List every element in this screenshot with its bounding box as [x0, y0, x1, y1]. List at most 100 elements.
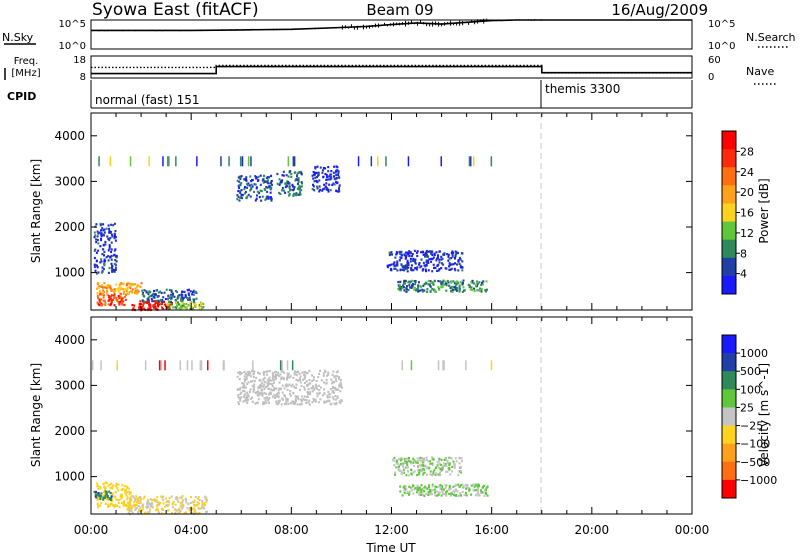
scatter-cell: [327, 371, 330, 374]
scatter-cell: [418, 493, 421, 496]
scatter-cell: [286, 376, 289, 379]
scatter-cell: [411, 253, 414, 256]
scatter-cell: [324, 369, 327, 372]
scatter-cell: [96, 287, 99, 290]
scatter-cell: [128, 290, 131, 293]
scatter-cell: [314, 166, 317, 169]
colorbar-tick-label: −100: [740, 438, 770, 451]
scatter-cell: [437, 280, 440, 283]
scatter-cell: [239, 177, 242, 180]
scatter-cell: [262, 181, 265, 184]
scatter-cell: [454, 262, 457, 265]
scatter-cell: [168, 307, 171, 310]
scatter-cell: [197, 497, 199, 500]
scatter-cell: [129, 283, 132, 286]
scatter-cell: [440, 255, 443, 258]
scatter-cell: [299, 378, 301, 381]
scatter-cell: [426, 261, 429, 264]
scatter-cell: [466, 484, 469, 487]
scatter-cell: [134, 287, 137, 290]
scatter-cell: [96, 482, 99, 485]
scatter-cell: [414, 283, 417, 286]
scatter-cell: [93, 256, 96, 260]
scatter-cell: [278, 374, 281, 377]
scatter-cell: [266, 370, 269, 373]
scatter-cell: [409, 251, 412, 254]
scatter-cell: [129, 498, 131, 501]
scatter-cell: [192, 293, 195, 296]
scatter-cell: [428, 467, 431, 470]
scatter-cell: [396, 260, 399, 263]
scatter-cell: [416, 254, 419, 258]
scatter-cell: [178, 307, 181, 310]
scatter-cell: [454, 457, 457, 460]
scatter-cell: [185, 302, 188, 306]
scatter-cell: [476, 485, 479, 488]
scatter-cell: [438, 491, 441, 494]
scatter-cell: [403, 491, 406, 494]
scatter-cell: [103, 254, 105, 257]
scatter-cell: [100, 237, 102, 240]
scatter-cell: [170, 300, 173, 303]
scatter-cell: [450, 290, 452, 293]
scatter-cell: [162, 498, 165, 501]
scatter-cell: [431, 483, 434, 486]
freq-label-line1: Freq.: [14, 56, 39, 67]
scatter-cell: [126, 504, 128, 508]
scatter-cell: [294, 386, 297, 389]
scatter-cell: [430, 257, 433, 260]
scatter-cell: [418, 488, 421, 491]
scatter-cell: [417, 486, 420, 490]
scatter-streak: [148, 156, 150, 167]
scatter-cell: [335, 169, 338, 172]
scatter-cell: [114, 236, 117, 239]
scatter-cell: [170, 304, 173, 307]
scatter-cell: [129, 508, 132, 511]
scatter-cell: [124, 491, 127, 494]
scatter-cell: [181, 304, 184, 307]
scatter-cell: [323, 400, 326, 403]
scatter-cell: [326, 394, 329, 397]
noise-right-tick-top: 10^5: [708, 19, 735, 30]
scatter-cell: [104, 243, 107, 246]
scatter-cell: [420, 258, 423, 261]
scatter-cell: [398, 469, 401, 472]
scatter-cell: [316, 180, 319, 183]
scatter-streak: [407, 156, 410, 167]
scatter-cell: [281, 189, 283, 192]
time-tick-label: 16:00: [474, 523, 509, 537]
scatter-cell: [255, 197, 258, 200]
scatter-streak: [164, 360, 166, 371]
scatter-cell: [159, 290, 162, 293]
scatter-cell: [180, 298, 183, 301]
scatter-cell: [327, 190, 330, 193]
scatter-cell: [434, 473, 437, 476]
scatter-cell: [132, 495, 134, 498]
cpid-panel: CPID normal (fast) 151 themis 3300: [7, 80, 693, 109]
scatter-cell: [111, 504, 114, 507]
scatter-cell: [314, 398, 317, 401]
scatter-cell: [457, 473, 460, 477]
scatter-cell: [115, 255, 117, 258]
scatter-cell: [121, 288, 124, 291]
scatter-cell: [305, 399, 308, 402]
scatter-cell: [470, 286, 473, 289]
scatter-cell: [148, 290, 151, 293]
scatter-cell: [240, 396, 243, 399]
scatter-cell: [296, 395, 299, 398]
scatter-cell: [246, 184, 249, 187]
scatter-cell: [437, 460, 440, 463]
scatter-cell: [403, 487, 406, 490]
scatter-cell: [422, 251, 424, 254]
scatter-cell: [300, 403, 303, 406]
scatter-cell: [398, 250, 401, 253]
scatter-cell: [100, 285, 103, 288]
scatter-cell: [200, 304, 203, 307]
scatter-cell: [114, 490, 117, 493]
scatter-cell: [103, 290, 106, 294]
scatter-streak: [465, 360, 467, 371]
scatter-cell: [135, 495, 138, 498]
scatter-cell: [295, 383, 298, 386]
scatter-cell: [406, 253, 409, 256]
scatter-cell: [149, 498, 152, 501]
